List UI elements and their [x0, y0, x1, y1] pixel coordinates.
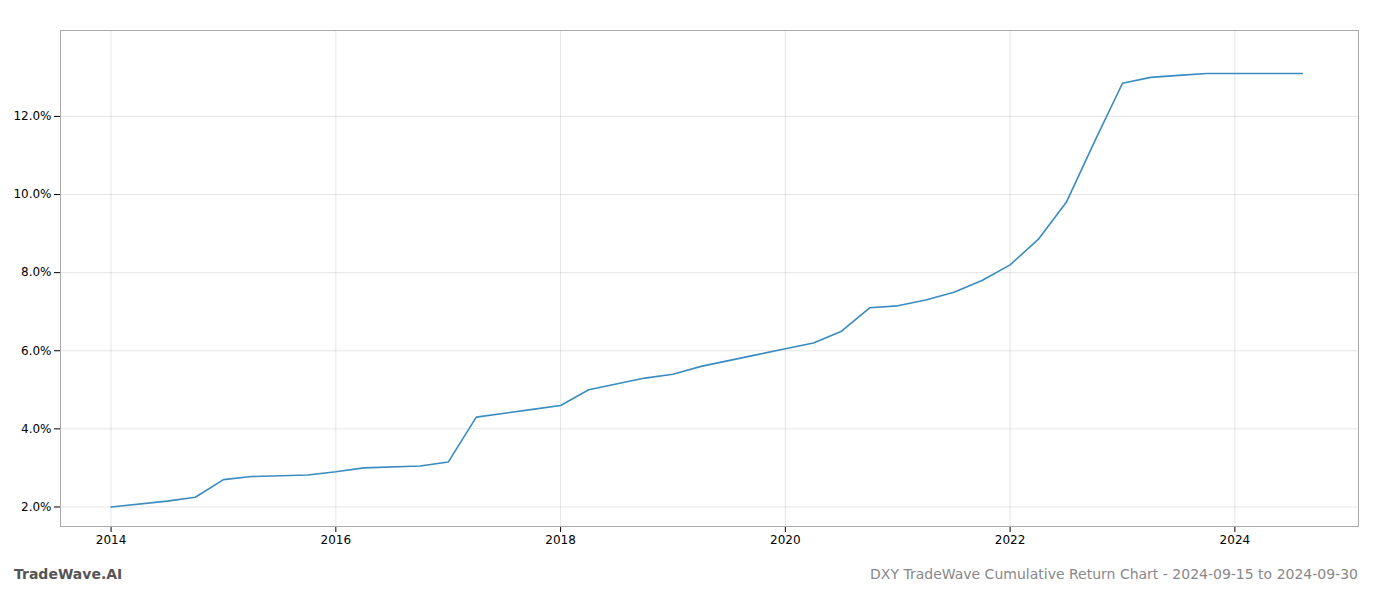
- svg-text:2014: 2014: [96, 533, 127, 547]
- svg-text:2020: 2020: [770, 533, 801, 547]
- html-text:TradeWave.AI: TradeWave.AI: [14, 566, 123, 582]
- svg-text:2018: 2018: [545, 533, 576, 547]
- svg-text:12.0%: 12.0%: [13, 109, 51, 123]
- svg-text:2.0%: 2.0%: [21, 500, 52, 514]
- svg-text:8.0%: 8.0%: [21, 265, 52, 279]
- svg-text:4.0%: 4.0%: [21, 422, 52, 436]
- svg-text:10.0%: 10.0%: [13, 187, 51, 201]
- html-text:DXY TradeWave Cumulative Retur: DXY TradeWave Cumulative Return Chart - …: [870, 566, 1358, 582]
- svg-text:6.0%: 6.0%: [21, 344, 52, 358]
- svg-text:2022: 2022: [995, 533, 1026, 547]
- svg-text:2016: 2016: [321, 533, 352, 547]
- svg-text:2024: 2024: [1220, 533, 1251, 547]
